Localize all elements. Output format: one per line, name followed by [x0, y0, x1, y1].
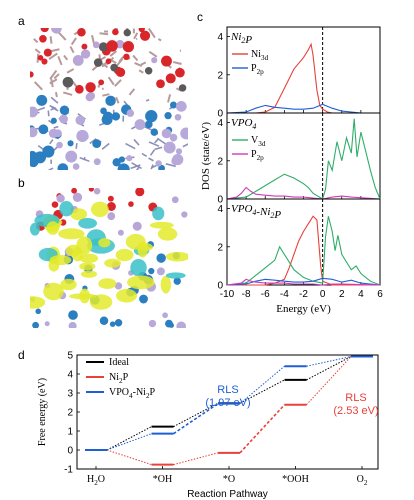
rls-annotation-vpo4: RLS (1.97 eV): [205, 384, 250, 409]
fe-connector: [306, 356, 352, 406]
fe-connector: [106, 449, 152, 466]
dos-y-tick-label: 2: [217, 156, 223, 167]
fe-connector: [239, 365, 285, 405]
fe-connector: [306, 356, 352, 381]
dos-x-axis-label: Energy (eV): [276, 303, 331, 315]
fe-x-tick-label: O2: [357, 474, 368, 487]
dos-series-p2p: [226, 186, 381, 200]
dos-legend-label: P2p: [251, 149, 264, 162]
dos-x-tick-label: -8: [242, 289, 251, 300]
fe-legend-label: Ni2P: [109, 372, 129, 385]
panel-label-d: d: [18, 348, 25, 362]
dos-x-tick-label: -6: [261, 289, 270, 300]
dos-x-tick-label: -10: [220, 289, 235, 300]
dos-legend-label: P2p: [251, 63, 264, 76]
rls-annotation-ni2p: RLS (2.53 eV): [333, 392, 378, 417]
dos-y-tick-label: 4: [217, 204, 223, 215]
fe-x-tick-label: H2O: [87, 474, 105, 487]
dos-x-tick-label: -4: [280, 289, 289, 300]
dos-x-tick-label: 6: [377, 289, 383, 300]
panel-label-c: c: [197, 10, 203, 24]
dos-series-ni3d: [227, 42, 380, 114]
dos-subplot-frame: [226, 198, 381, 286]
panel-label-a: a: [18, 14, 25, 28]
structure-image-a: [30, 28, 188, 170]
structure-b-drawing: [30, 188, 188, 328]
dos-y-tick-label: 0: [217, 109, 223, 120]
fe-y-tick-label: 4: [67, 370, 73, 381]
dos-x-tick-label: -2: [299, 289, 308, 300]
fe-y-tick-label: 5: [67, 351, 73, 362]
fe-y-tick-label: 3: [67, 389, 73, 400]
dos-y-tick-label: 2: [217, 70, 223, 81]
fe-y-tick-label: 1: [67, 427, 73, 438]
dos-series-v3d: [226, 118, 381, 200]
fe-connector: [306, 356, 352, 367]
fe-x-axis-label: Reaction Pathway: [187, 489, 268, 500]
fe-y-tick-label: 2: [67, 408, 73, 419]
dos-subplot-3: 0 2 4 VPO4-Ni2P: [217, 198, 381, 292]
dos-legend-label: Ni3d: [251, 49, 269, 62]
dos-subplot-frame: [226, 26, 381, 114]
panel-label-b: b: [18, 176, 25, 190]
fe-x-tick-label: *OOH: [282, 474, 309, 485]
dos-legend-label: V3d: [251, 135, 266, 148]
fe-plot-frame: [76, 354, 379, 470]
dos-series-v3d: [226, 216, 381, 286]
fe-series-ideal: [85, 355, 373, 451]
dos-series-ni3d: [227, 215, 380, 286]
fe-connector: [106, 426, 152, 451]
dos-subplot-title: VPO4-Ni2P: [231, 203, 281, 221]
fe-series-ni2p: [85, 355, 373, 466]
dos-subplot-title: VPO4: [231, 117, 256, 131]
dos-x-tick-label: 4: [358, 289, 364, 300]
fe-x-tick-label: *OH: [153, 474, 172, 485]
dos-y-tick-label: 4: [217, 118, 223, 129]
structure-image-b: [30, 188, 188, 328]
dos-subplot-frame: [226, 112, 381, 200]
dos-series-p2p: [226, 103, 380, 114]
fe-legend-label: Ideal: [109, 357, 129, 368]
dos-x-tick-label: 0: [320, 289, 326, 300]
dos-series-p2p: [226, 278, 381, 286]
fe-series-vpo4-ni2p: [85, 355, 373, 451]
dos-y-tick-label: 4: [217, 32, 223, 43]
fe-connector: [239, 379, 285, 404]
fe-connector: [239, 404, 286, 454]
dos-y-axis-label: DOS (state/eV): [200, 122, 212, 190]
dos-y-tick-label: 0: [217, 195, 223, 206]
fe-connector: [173, 452, 219, 466]
dos-series-p2p: [226, 277, 381, 286]
fe-y-tick-label: -1: [64, 465, 73, 476]
fe-connector: [173, 402, 219, 435]
dos-y-tick-label: 0: [217, 281, 223, 292]
dos-subplot-title: Ni2P: [230, 31, 252, 46]
dos-y-tick-label: 2: [217, 242, 223, 253]
fe-x-tick-label: *O: [223, 474, 235, 485]
fe-connector: [106, 433, 152, 451]
dos-x-tick-label: 2: [339, 289, 345, 300]
fe-connector: [173, 402, 219, 428]
fe-legend-label: VPO4-Ni2P: [109, 387, 156, 400]
fe-y-tick-label: 0: [67, 446, 73, 457]
structure-a-drawing: [30, 28, 188, 170]
fe-y-axis-label: Free energy (eV): [37, 378, 48, 446]
